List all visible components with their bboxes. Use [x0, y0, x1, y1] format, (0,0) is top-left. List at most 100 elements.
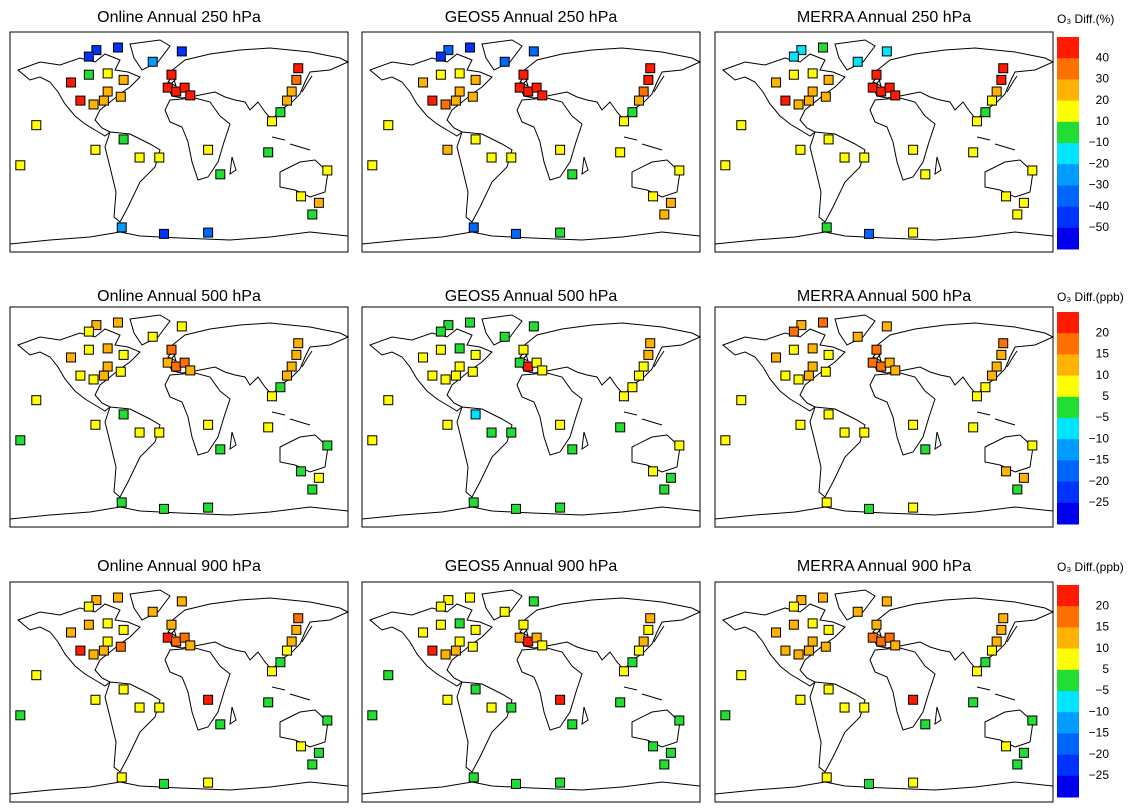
station-marker	[134, 152, 145, 163]
station-marker	[510, 228, 521, 239]
station-marker	[464, 317, 475, 328]
station-marker	[470, 74, 481, 85]
station-marker	[823, 74, 834, 85]
station-marker	[443, 595, 454, 606]
station-marker	[88, 374, 99, 385]
station-marker	[510, 503, 521, 514]
station-marker	[665, 472, 676, 483]
station-marker	[322, 440, 333, 451]
station-marker	[908, 227, 919, 238]
station-marker	[633, 645, 644, 656]
station-marker	[499, 331, 510, 342]
station-marker	[795, 694, 806, 705]
station-marker	[291, 74, 302, 85]
station-marker	[996, 624, 1007, 635]
station-marker	[659, 759, 670, 770]
station-marker	[884, 82, 895, 93]
station-marker	[75, 370, 86, 381]
station-marker	[793, 99, 804, 110]
station-marker	[442, 419, 453, 430]
station-marker	[871, 69, 882, 80]
station-marker	[514, 357, 525, 368]
station-marker	[638, 86, 649, 97]
station-marker	[293, 338, 304, 349]
station-marker	[203, 777, 214, 788]
station-marker	[780, 370, 791, 381]
panel-title: Online Annual 250 hPa	[97, 9, 261, 26]
station-marker	[468, 772, 479, 783]
station-marker	[648, 741, 659, 752]
station-marker	[615, 422, 626, 433]
colorbar-label: −25	[1089, 768, 1110, 782]
station-marker	[518, 344, 529, 355]
colorbar-swatch	[1057, 502, 1079, 525]
station-marker	[876, 636, 887, 647]
station-marker	[643, 349, 654, 360]
station-marker	[296, 191, 307, 202]
station-marker	[443, 320, 454, 331]
station-marker	[1027, 715, 1038, 726]
station-marker	[293, 613, 304, 624]
station-marker	[470, 409, 481, 420]
station-marker	[179, 357, 190, 368]
station-marker	[821, 772, 832, 783]
station-marker	[281, 95, 292, 106]
colorbar-swatch	[1057, 775, 1079, 798]
station-marker	[796, 595, 807, 606]
station-marker	[788, 51, 799, 62]
station-marker	[291, 624, 302, 635]
station-marker	[118, 409, 129, 420]
panel-title: MERRA Annual 900 hPa	[797, 558, 971, 575]
station-marker	[615, 147, 626, 158]
station-marker	[83, 69, 94, 80]
station-marker	[567, 719, 578, 730]
station-marker	[203, 144, 214, 155]
station-marker	[720, 435, 731, 446]
station-marker	[162, 82, 173, 93]
station-marker	[514, 632, 525, 643]
station-marker	[83, 619, 94, 630]
station-marker	[83, 326, 94, 337]
station-marker	[863, 228, 874, 239]
station-marker	[464, 592, 475, 603]
station-marker	[920, 444, 931, 455]
station-marker	[176, 46, 187, 57]
station-marker	[98, 95, 109, 106]
station-marker	[470, 134, 481, 145]
station-marker	[367, 160, 378, 171]
station-marker	[615, 697, 626, 708]
colorbar-swatch	[1057, 460, 1079, 483]
station-marker	[867, 357, 878, 368]
station-marker	[203, 419, 214, 430]
map-frame	[714, 306, 1054, 528]
station-marker	[383, 670, 394, 681]
station-marker	[793, 649, 804, 660]
station-marker	[920, 719, 931, 730]
station-marker	[971, 391, 982, 402]
station-marker	[454, 361, 465, 372]
station-marker	[83, 601, 94, 612]
colorbar-title: O₃ Diff.(ppb)	[1057, 290, 1124, 304]
station-marker	[796, 45, 807, 56]
colorbar-swatch	[1057, 627, 1079, 650]
station-marker	[890, 365, 901, 376]
station-marker	[555, 144, 566, 155]
colorbar-label: 5	[1102, 662, 1109, 676]
station-marker	[820, 91, 831, 102]
station-marker	[528, 46, 539, 57]
station-marker	[890, 90, 901, 101]
station-marker	[313, 472, 324, 483]
station-marker	[158, 778, 169, 789]
colorbar-label: −5	[1095, 410, 1109, 424]
station-marker	[807, 343, 818, 354]
station-marker	[506, 152, 517, 163]
station-marker	[908, 502, 919, 513]
station-marker	[908, 694, 919, 705]
station-marker	[859, 427, 870, 438]
station-marker	[674, 715, 685, 726]
colorbar-label: −20	[1089, 156, 1110, 170]
station-marker	[823, 409, 834, 420]
station-marker	[367, 435, 378, 446]
station-marker	[112, 317, 123, 328]
